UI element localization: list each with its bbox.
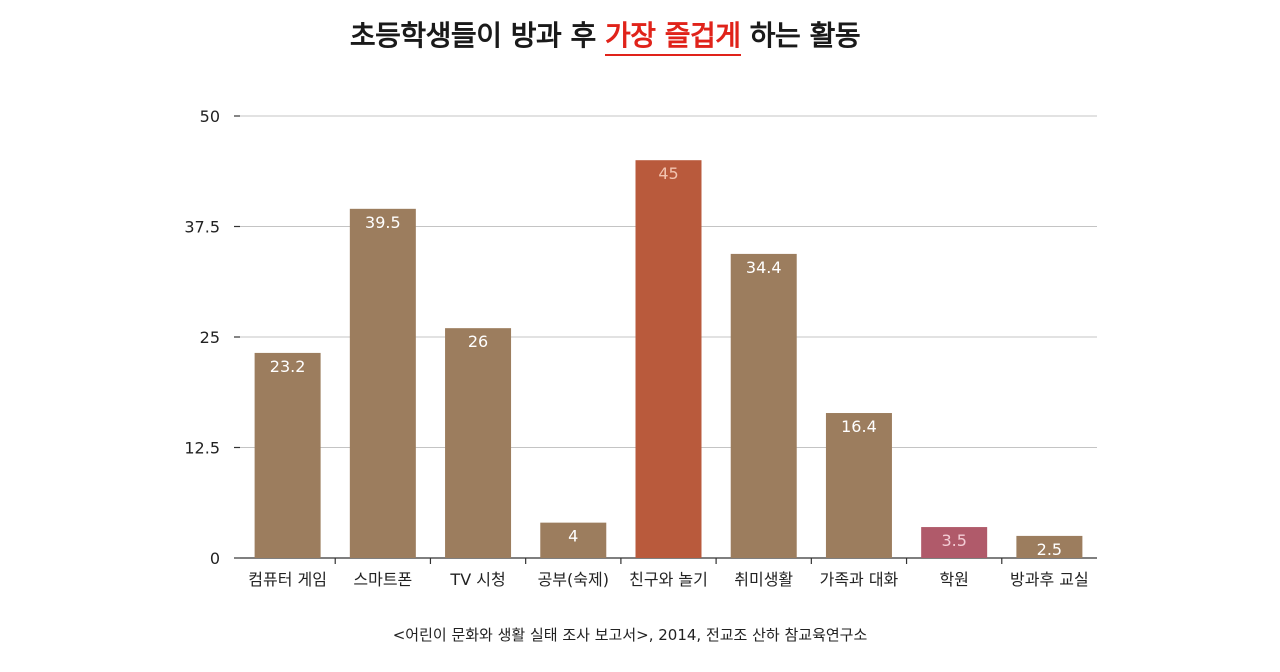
bar-value-label: 2.5: [1037, 540, 1062, 559]
bar: [921, 527, 988, 558]
x-tick-label: 공부(숙제): [538, 570, 609, 589]
chart-title: 초등학생들이 방과 후 가장 즐겁게 하는 활동: [349, 19, 861, 56]
bar: [349, 208, 416, 558]
title-prefix: 초등학생들이 방과 후: [349, 19, 605, 52]
bar: [445, 328, 512, 558]
source-note: <어린이 문화와 생활 실태 조사 보고서>, 2014, 전교조 산하 참교육…: [392, 626, 868, 644]
bar: [540, 522, 607, 558]
title-suffix: 하는 활동: [740, 19, 861, 52]
x-tick-label: 스마트폰: [353, 570, 412, 589]
x-tick-label: TV 시청: [449, 570, 505, 589]
bar-value-label: 26: [468, 332, 488, 351]
bar: [730, 253, 797, 559]
x-tick-label: 학원: [939, 570, 968, 589]
bar: [1016, 535, 1083, 558]
bar-value-label: 3.5: [941, 531, 966, 550]
title-highlight: 가장 즐겁게: [604, 19, 741, 56]
bar: [254, 352, 321, 558]
y-tick-label: 50: [200, 107, 220, 126]
x-tick-label: 친구와 놀기: [629, 570, 708, 589]
x-tick-label: 컴퓨터 게임: [248, 570, 327, 589]
y-tick-label: 25: [200, 328, 220, 347]
x-tick-label: 방과후 교실: [1010, 570, 1089, 589]
bar-value-label: 34.4: [746, 258, 782, 277]
bar-value-label: 23.2: [270, 357, 306, 376]
bar: [635, 160, 702, 558]
bar-value-label: 4: [568, 527, 578, 546]
y-tick-label: 37.5: [184, 218, 220, 237]
bar-value-label: 39.5: [365, 213, 401, 232]
y-tick-label: 0: [210, 549, 220, 568]
y-tick-label: 12.5: [184, 439, 220, 458]
bar-value-label: 45: [658, 164, 678, 183]
bar-chart: 0 12.5 25 37.5 50 23.2 컴퓨터 게임 39.5 스마트폰 26 TV 시청 4 공…: [184, 107, 1097, 589]
x-tick-label: 취미생활: [734, 570, 793, 589]
chart-title-wrap: 초등학생들이 방과 후 가장 즐겁게 하는 활동: [0, 14, 1210, 56]
bar: [825, 413, 892, 558]
x-tick-label: 가족과 대화: [820, 570, 899, 589]
bar-value-label: 16.4: [841, 417, 877, 436]
